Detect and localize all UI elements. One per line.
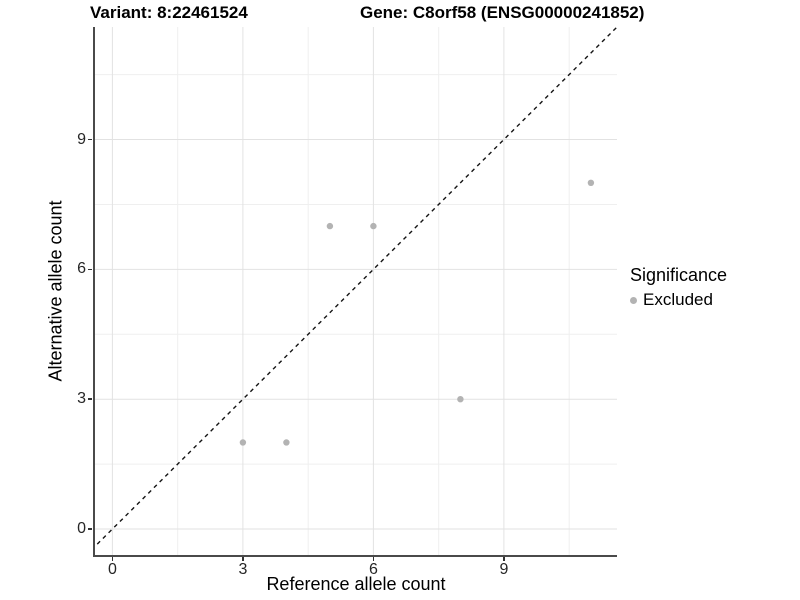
- variant-title: Variant: 8:22461524: [90, 3, 248, 22]
- legend-item-label: Excluded: [643, 290, 713, 309]
- y-tick-label: 0: [77, 520, 86, 538]
- y-axis-tick: [88, 268, 92, 271]
- y-tick-label: 3: [77, 390, 86, 408]
- legend-item-excluded: Excluded: [630, 290, 727, 310]
- y-tick-label: 6: [77, 260, 86, 278]
- x-axis-tick: [503, 557, 505, 561]
- y-axis-title: Alternative allele count: [45, 200, 66, 382]
- y-axis-tick: [88, 138, 92, 141]
- x-tick-label: 9: [499, 561, 509, 578]
- gene-title: Gene: C8orf58 (ENSG00000241852): [360, 3, 645, 22]
- x-axis-line: [93, 555, 617, 557]
- x-tick-label: 3: [238, 561, 248, 578]
- x-tick-label: 0: [107, 561, 117, 578]
- y-axis-line: [93, 27, 95, 557]
- y-axis-tick: [88, 398, 92, 400]
- x-tick-label: 6: [368, 561, 378, 578]
- y-tick-label: 9: [77, 130, 86, 148]
- y-axis-tick: [88, 528, 92, 530]
- legend: Significance Excluded: [630, 265, 727, 310]
- chart-canvas: [95, 27, 617, 555]
- legend-title: Significance: [630, 265, 728, 285]
- legend-key-point-icon: [630, 296, 637, 304]
- plot-panel: [95, 27, 617, 555]
- x-axis-tick: [242, 557, 244, 561]
- x-axis-tick: [111, 557, 114, 561]
- x-axis-tick: [372, 557, 375, 561]
- x-axis-title: Reference allele count: [266, 574, 446, 594]
